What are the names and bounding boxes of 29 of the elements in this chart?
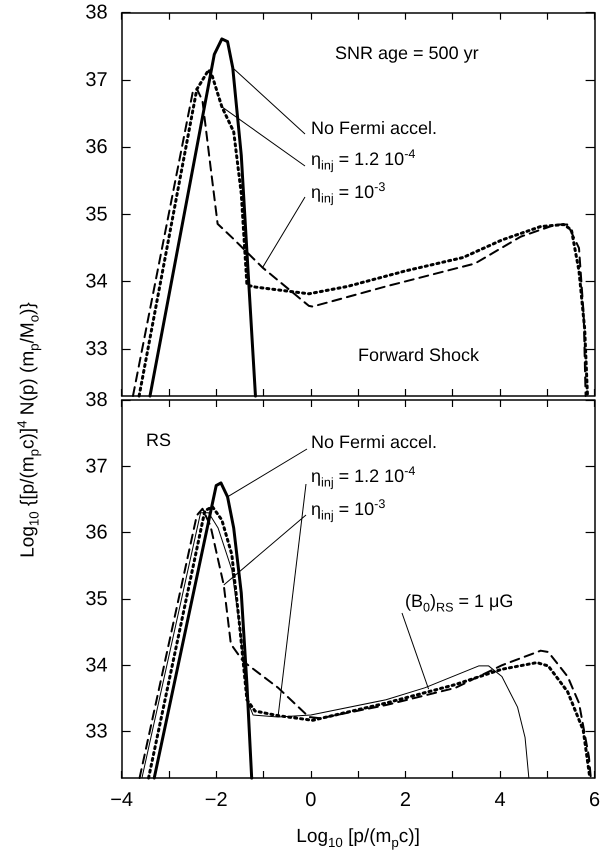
- x-tick-label: 2: [400, 789, 411, 811]
- y-tick-label: 38: [85, 2, 108, 24]
- annotation: η$_{inj}$ = 1.2 10$^{-4}$: [311, 464, 416, 490]
- y-tick-label: 35: [85, 203, 108, 226]
- y-tick-label: 33: [85, 720, 108, 743]
- annotation: SNR age = 500 yr: [335, 43, 479, 63]
- x-axis-title: Log$_{10}$ [p/(m$_{p}$c)]: [296, 826, 420, 850]
- x-tick-label: 0: [305, 789, 316, 811]
- x-tick-label: −2: [204, 789, 228, 811]
- annotation: No Fermi accel.: [311, 118, 438, 138]
- annotation: RS: [146, 430, 172, 450]
- y-tick-label: 36: [85, 136, 108, 158]
- y-tick-label: 37: [85, 68, 108, 91]
- x-tick-label: −4: [110, 789, 134, 811]
- annotation: η$_{inj}$ = 1.2 10$^{-4}$: [311, 146, 416, 172]
- annotation: No Fermi accel.: [311, 432, 438, 452]
- annotation: Forward Shock: [358, 345, 480, 365]
- annotation: η$_{inj}$ = 10$^{-3}$: [311, 180, 386, 206]
- x-tick-label: 6: [589, 789, 600, 811]
- y-tick-label: 36: [85, 522, 108, 544]
- y-tick-label: 33: [85, 338, 108, 360]
- y-tick-label: 38: [85, 389, 108, 411]
- annotation: (B$_{0}$)$_{RS}$ = 1 μG: [405, 590, 514, 614]
- x-tick-label: 4: [494, 789, 506, 811]
- annotation: η$_{inj}$ = 10$^{-3}$: [311, 496, 386, 522]
- y-tick-label: 34: [85, 270, 108, 293]
- y-tick-label: 34: [85, 654, 108, 676]
- y-tick-label: 37: [85, 455, 108, 478]
- y-tick-label: 35: [85, 588, 108, 610]
